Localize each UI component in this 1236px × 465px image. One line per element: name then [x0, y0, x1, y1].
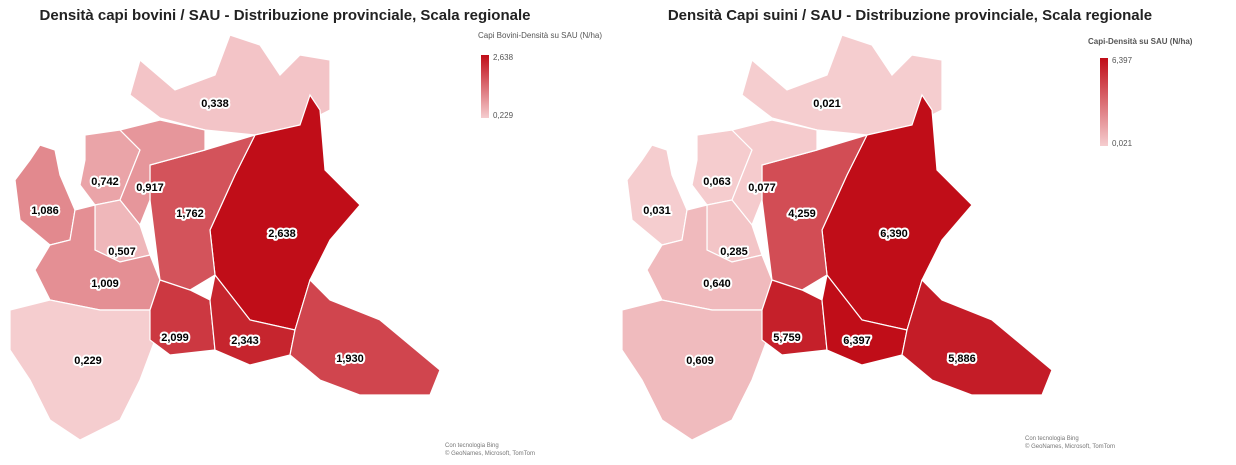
- credit: © GeoNames, Microsoft, TomTom: [445, 450, 535, 457]
- province-label: 1,930: [336, 353, 364, 365]
- province-label: 0,229: [74, 355, 102, 367]
- province-label: 0,742: [91, 176, 119, 188]
- map-title: Densità Capi suini / SAU - Distribuzione…: [668, 7, 1152, 24]
- province-label: 1,009: [91, 278, 119, 290]
- legend-max: 6,397: [1112, 56, 1133, 65]
- province: [9, 299, 156, 441]
- province-label: 0,031: [643, 205, 671, 217]
- province-label: 1,762: [176, 208, 204, 220]
- province-label: 5,886: [948, 353, 976, 365]
- province-label: 6,390: [880, 228, 908, 240]
- province: [730, 119, 818, 227]
- province-label: 0,917: [136, 182, 164, 194]
- legend-min: 0,021: [1112, 139, 1133, 148]
- legend-title: Capi Bovini-Densità su SAU (N/ha): [478, 31, 602, 40]
- credit: Con tecnologia Bing: [1025, 436, 1079, 442]
- province-label: 0,021: [813, 98, 841, 110]
- province: [118, 119, 206, 227]
- province: [14, 144, 76, 246]
- province-label: 0,077: [748, 182, 776, 194]
- legend-bar: [481, 55, 489, 118]
- province-label: 6,397: [843, 335, 871, 347]
- province-label: 0,338: [201, 98, 229, 110]
- map: [621, 34, 1053, 441]
- province-label: 2,343: [231, 335, 259, 347]
- province-label: 0,285: [720, 246, 748, 258]
- province-label: 0,507: [108, 246, 136, 258]
- legend-max: 2,638: [493, 53, 514, 62]
- credit: © GeoNames, Microsoft, TomTom: [1025, 443, 1115, 450]
- credit: Con tecnologia Bing: [445, 443, 499, 449]
- province-label: 2,099: [161, 332, 189, 344]
- province: [901, 278, 1053, 396]
- province-label: 2,638: [268, 228, 296, 240]
- province: [289, 278, 441, 396]
- province-label: 0,640: [703, 278, 731, 290]
- map: [9, 34, 441, 441]
- province-label: 0,063: [703, 176, 731, 188]
- province: [621, 299, 768, 441]
- legend-title: Capi-Densità su SAU (N/ha): [1088, 37, 1193, 46]
- province-label: 0,609: [686, 355, 714, 367]
- province-label: 4,259: [788, 208, 816, 220]
- province: [626, 144, 688, 246]
- legend-min: 0,229: [493, 111, 514, 120]
- legend-bar: [1100, 58, 1108, 146]
- map-title: Densità capi bovini / SAU - Distribuzion…: [40, 7, 531, 24]
- province-label: 1,086: [31, 205, 59, 217]
- province-label: 5,759: [773, 332, 801, 344]
